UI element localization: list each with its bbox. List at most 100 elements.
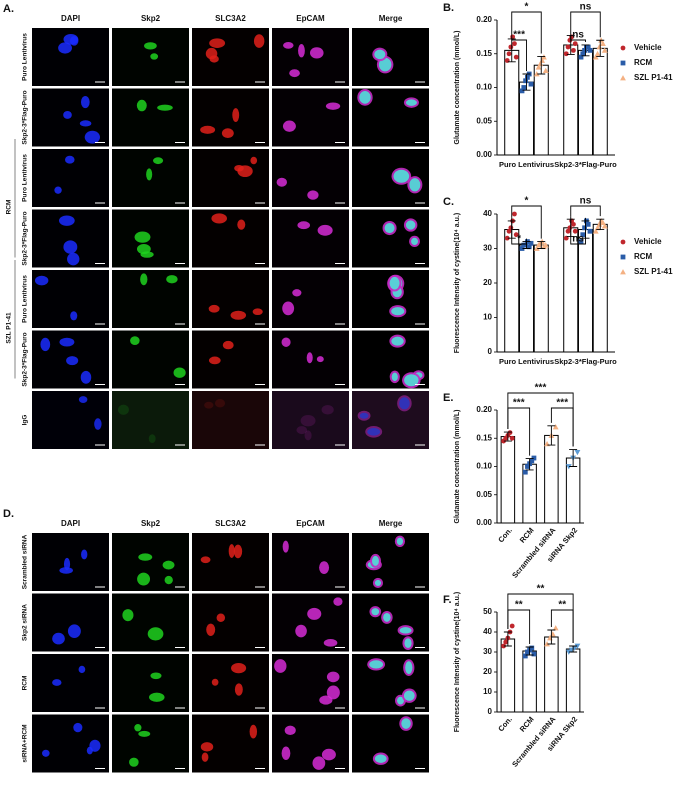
significance-bracket: [511, 35, 527, 71]
cell: [289, 69, 300, 78]
cell: [173, 367, 186, 378]
data-point: [585, 221, 591, 227]
micrograph: [112, 88, 189, 147]
cell: [384, 222, 395, 234]
data-point: [563, 51, 569, 57]
row-label: Skp2 siRNA: [22, 604, 29, 641]
x-tick-label: RCM: [518, 715, 536, 734]
micrograph: [112, 533, 189, 591]
legend-label: Vehicle: [634, 43, 662, 52]
significance-label: *: [525, 196, 529, 207]
significance-label: ***: [556, 398, 568, 409]
data-point: [506, 51, 512, 57]
y-tick-label: 0.15: [476, 433, 492, 442]
cell: [234, 683, 243, 696]
cell: [166, 275, 178, 284]
data-point: [600, 219, 606, 226]
row-label: Skp2-3*Flag-Puro: [22, 332, 29, 386]
error-bar: [547, 425, 556, 446]
data-point: [542, 242, 549, 248]
cell: [319, 561, 330, 574]
significance-bracket: [570, 216, 586, 245]
data-point: [620, 75, 626, 81]
cell: [274, 659, 287, 673]
y-tick-label: 0.00: [476, 518, 492, 527]
y-axis-label: Fluorescence Intensity of cystine(10⁴ a.…: [454, 592, 461, 732]
data-point: [620, 239, 626, 245]
cell: [304, 430, 312, 441]
significance-bracket: [570, 205, 601, 217]
panel-label: F.: [443, 594, 452, 606]
data-point: [531, 455, 537, 461]
data-point: [565, 464, 572, 470]
significance-bracket: [511, 205, 542, 239]
cell: [367, 427, 381, 436]
cell: [282, 301, 295, 316]
data-point: [594, 224, 601, 231]
cell: [208, 304, 220, 313]
cell: [59, 567, 73, 574]
data-point: [563, 235, 569, 241]
bar: [544, 636, 559, 713]
panel-label: E.: [443, 392, 453, 404]
bar: [544, 434, 559, 524]
micrograph: [352, 593, 429, 652]
column-header: EpCAM: [296, 14, 325, 23]
cell: [138, 553, 153, 561]
row-label: RCM: [22, 676, 29, 691]
micrograph: [32, 593, 109, 652]
data-point: [522, 469, 528, 475]
significance-label: **: [558, 600, 566, 611]
cell: [403, 690, 415, 701]
x-tick-label: Skp2-3*Flag-Puro: [554, 357, 617, 366]
cell: [249, 724, 258, 739]
cell: [89, 739, 101, 752]
cell: [162, 560, 175, 570]
group-label: SZL P1-41: [6, 312, 13, 344]
cell: [78, 396, 88, 404]
error-bar: [525, 646, 534, 656]
cell: [211, 213, 228, 224]
data-point: [513, 232, 519, 238]
micrograph: [352, 28, 429, 86]
data-point: [572, 41, 578, 47]
cell: [52, 632, 65, 645]
micrograph: [272, 391, 349, 449]
significance-label: ns: [572, 234, 584, 245]
row-label: Puro Lentivirus: [22, 275, 29, 323]
micrograph: [112, 391, 189, 449]
bar: [533, 244, 549, 353]
data-point: [578, 239, 584, 244]
y-tick-label: 0.20: [476, 405, 492, 414]
bar: [592, 47, 608, 156]
micrograph: [32, 533, 109, 591]
data-point: [509, 435, 515, 441]
row-label: Puro Lentivirus: [22, 154, 29, 202]
significance-label: **: [515, 600, 523, 611]
data-point: [600, 40, 606, 47]
significance-label: ***: [535, 383, 547, 394]
cell: [63, 111, 72, 119]
column-header: Skp2: [141, 14, 161, 23]
data-point: [596, 44, 603, 50]
y-tick-label: 0.15: [476, 49, 492, 58]
cell: [221, 128, 234, 139]
data-point: [523, 78, 529, 84]
y-tick-label: 20: [483, 667, 492, 676]
panel-label: A.: [3, 3, 14, 15]
cell: [65, 155, 75, 164]
data-point: [620, 254, 626, 260]
data-point: [594, 50, 601, 57]
cell: [292, 289, 302, 297]
error-bar: [537, 241, 546, 249]
data-point: [574, 449, 581, 456]
data-point: [587, 228, 593, 234]
cell: [34, 275, 49, 286]
y-tick-label: 0.20: [476, 15, 492, 24]
group-label: RCM: [6, 200, 13, 215]
data-point: [531, 651, 537, 657]
cell: [371, 608, 380, 616]
cell: [80, 370, 92, 384]
cell: [317, 224, 333, 236]
significance-bracket: [511, 217, 527, 245]
